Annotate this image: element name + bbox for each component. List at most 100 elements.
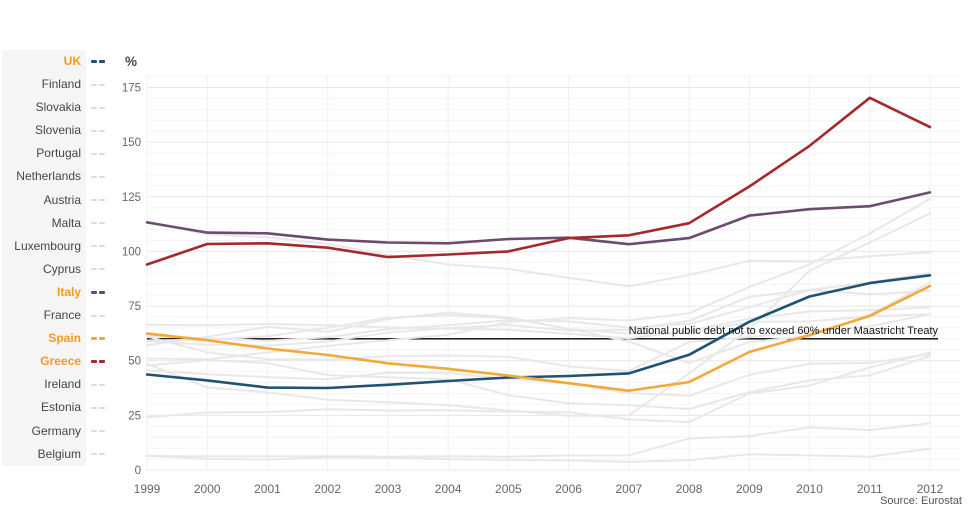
legend-item-austria[interactable]: Austria — [2, 188, 110, 212]
source-credit: Source: Eurostat — [880, 495, 962, 507]
x-tick-label: 2001 — [254, 482, 281, 496]
series-line-netherlands — [146, 313, 931, 372]
legend-dash-icon — [99, 268, 105, 271]
legend-swatch-slovakia — [86, 106, 110, 109]
series-line-spain — [145, 284, 932, 393]
legend-dash-icon — [99, 383, 105, 386]
legend-item-luxembourg[interactable]: Luxembourg — [2, 234, 110, 258]
legend-swatch-cyprus — [86, 268, 110, 271]
series-line-germany — [146, 288, 931, 342]
legend-swatch-malta — [86, 222, 110, 225]
legend-label-netherlands: Netherlands — [2, 165, 86, 189]
legend-swatch-greece — [86, 360, 110, 364]
y-axis-title: % — [124, 54, 137, 69]
y-tick-label: 25 — [128, 410, 141, 422]
legend-label-germany: Germany — [2, 419, 86, 443]
x-tick-label: 2007 — [615, 482, 642, 496]
legend-dash-icon — [99, 337, 105, 341]
legend-item-slovenia[interactable]: Slovenia — [2, 119, 110, 143]
legend-item-malta[interactable]: Malta — [2, 211, 110, 235]
legend-label-greece: Greece — [2, 350, 86, 374]
legend-item-netherlands[interactable]: Netherlands — [2, 165, 110, 189]
legend-item-belgium[interactable]: Belgium — [2, 442, 110, 466]
legend-dash-icon — [91, 176, 97, 179]
series-line-luxembourg — [146, 422, 931, 458]
series-line-belgium — [146, 220, 931, 288]
legend-dash-icon — [99, 106, 105, 109]
legend-dash-icon — [91, 360, 97, 364]
x-tick-label: 1999 — [134, 482, 161, 496]
legend-swatch-portugal — [86, 152, 110, 155]
legend-item-germany[interactable]: Germany — [2, 419, 110, 443]
legend-label-finland: Finland — [2, 73, 86, 97]
x-tick-label: 2004 — [435, 482, 462, 496]
y-tick-label: 75 — [128, 301, 141, 313]
legend-swatch-estonia — [86, 406, 110, 409]
legend-dash-icon — [99, 406, 105, 409]
legend-swatch-ireland — [86, 383, 110, 386]
series-line-france — [146, 271, 931, 347]
legend-dash-icon — [99, 129, 105, 132]
legend-dash-icon — [99, 453, 105, 456]
legend-item-italy[interactable]: Italy — [2, 280, 110, 305]
legend-dash-icon — [99, 222, 105, 225]
legend-dash-icon — [91, 152, 97, 155]
legend-dash-icon — [99, 360, 105, 364]
x-tick-label: 2003 — [375, 482, 402, 496]
legend-item-cyprus[interactable]: Cyprus — [2, 257, 110, 281]
legend-dash-icon — [99, 199, 105, 202]
x-tick-label: 2008 — [676, 482, 703, 496]
legend-label-luxembourg: Luxembourg — [2, 234, 86, 258]
legend-swatch-uk — [86, 60, 110, 64]
legend-item-uk[interactable]: UK — [2, 50, 110, 74]
legend-item-slovakia[interactable]: Slovakia — [2, 96, 110, 120]
y-tick-label: 50 — [128, 356, 141, 368]
legend-dash-icon — [91, 430, 97, 433]
legend-label-ireland: Ireland — [2, 373, 86, 397]
legend-dash-icon — [91, 83, 97, 86]
legend-label-uk: UK — [2, 50, 86, 74]
legend-dash-icon — [91, 314, 97, 317]
legend-swatch-netherlands — [86, 176, 110, 179]
legend-swatch-spain — [86, 337, 110, 341]
legend-label-belgium: Belgium — [2, 442, 86, 466]
legend-item-portugal[interactable]: Portugal — [2, 142, 110, 166]
legend-dash-icon — [99, 290, 105, 294]
legend-item-spain[interactable]: Spain — [2, 327, 110, 351]
x-tick-label: 2005 — [495, 482, 522, 496]
legend-dash-icon — [91, 199, 97, 202]
series-line-uk — [145, 273, 932, 390]
x-tick-label: 2002 — [314, 482, 341, 496]
x-tick-label: 2006 — [555, 482, 582, 496]
y-tick-label: 175 — [122, 83, 141, 95]
legend-label-france: France — [2, 304, 86, 328]
legend-dash-icon — [91, 337, 97, 341]
legend-label-malta: Malta — [2, 211, 86, 235]
legend-label-portugal: Portugal — [2, 142, 86, 166]
legend-item-greece[interactable]: Greece — [2, 350, 110, 374]
legend-label-slovenia: Slovenia — [2, 119, 86, 143]
legend-label-italy: Italy — [2, 280, 86, 305]
series-line-slovakia — [146, 355, 931, 410]
x-tick-label: 2009 — [736, 482, 763, 496]
series-line-ireland — [146, 212, 931, 417]
legend-item-estonia[interactable]: Estonia — [2, 396, 110, 420]
y-tick-label: 100 — [122, 246, 141, 258]
legend-dash-icon — [99, 314, 105, 317]
legend-dash-icon — [91, 406, 97, 409]
legend-swatch-italy — [86, 290, 110, 294]
legend-dash-icon — [91, 222, 97, 225]
legend-dash-icon — [91, 268, 97, 271]
legend-label-estonia: Estonia — [2, 396, 86, 420]
legend-item-france[interactable]: France — [2, 304, 110, 328]
legend-item-ireland[interactable]: Ireland — [2, 373, 110, 397]
legend-swatch-slovenia — [86, 129, 110, 132]
y-tick-label: 150 — [122, 137, 141, 149]
x-tick-label: 2011 — [857, 482, 883, 496]
legend-label-austria: Austria — [2, 188, 86, 212]
legend-item-finland[interactable]: Finland — [2, 73, 110, 97]
series-line-austria — [146, 306, 931, 340]
legend-dash-icon — [91, 290, 97, 294]
legend-dash-icon — [99, 245, 105, 248]
